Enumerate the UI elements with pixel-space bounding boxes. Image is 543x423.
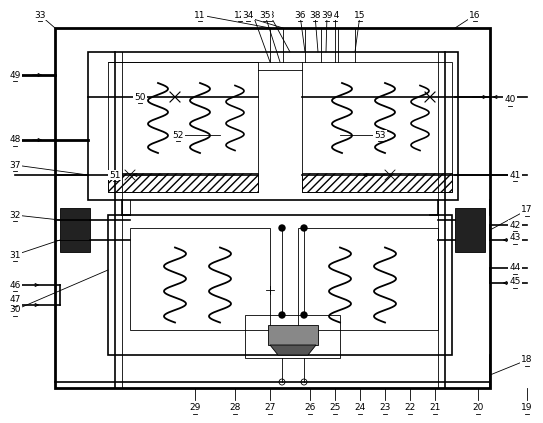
Text: 32: 32	[9, 211, 21, 220]
Bar	[268, 325, 318, 345]
Text: 42: 42	[509, 220, 521, 230]
Text: 19: 19	[521, 404, 533, 412]
Text: 26: 26	[304, 404, 315, 412]
Circle shape	[279, 312, 285, 318]
Text: 40: 40	[504, 96, 516, 104]
Text: 46: 46	[9, 280, 21, 289]
Text: 53: 53	[374, 131, 386, 140]
Text: 11: 11	[194, 11, 206, 19]
Circle shape	[301, 312, 307, 318]
Text: 12: 12	[235, 11, 245, 19]
Text: 51: 51	[109, 170, 121, 179]
Bar	[130, 228, 270, 330]
Text: 50: 50	[134, 93, 146, 102]
Bar	[245, 315, 340, 358]
Text: 20: 20	[472, 404, 484, 412]
Text: 14: 14	[329, 11, 340, 19]
Circle shape	[301, 225, 307, 231]
Bar	[88, 52, 458, 200]
Text: 21: 21	[430, 404, 441, 412]
Text: 29: 29	[190, 404, 201, 412]
Text: 43: 43	[509, 233, 521, 242]
Text: 47: 47	[9, 296, 21, 305]
Text: 38: 38	[310, 11, 321, 19]
Text: 35: 35	[259, 11, 271, 19]
Text: 34: 34	[242, 11, 254, 19]
Text: 27: 27	[264, 404, 276, 412]
Text: 31: 31	[9, 250, 21, 259]
Text: 17: 17	[521, 206, 533, 214]
Text: 37: 37	[9, 160, 21, 170]
Bar	[302, 62, 452, 192]
Bar	[455, 208, 485, 252]
Bar	[298, 228, 438, 330]
Text: 16: 16	[469, 11, 481, 19]
Text: 24: 24	[355, 404, 365, 412]
Text: 52: 52	[172, 131, 184, 140]
Bar	[302, 173, 452, 192]
Bar	[55, 28, 490, 388]
Polygon shape	[270, 345, 316, 355]
Text: 13: 13	[264, 11, 276, 19]
Bar	[108, 62, 258, 192]
Text: 48: 48	[9, 135, 21, 145]
Text: 33: 33	[34, 11, 46, 19]
Text: 45: 45	[509, 277, 521, 286]
Bar	[60, 208, 90, 252]
Text: 39: 39	[321, 11, 333, 19]
Text: 15: 15	[354, 11, 366, 19]
Text: 18: 18	[521, 355, 533, 365]
Text: 49: 49	[9, 71, 21, 80]
Text: 30: 30	[9, 305, 21, 314]
Circle shape	[279, 225, 285, 231]
Text: 22: 22	[405, 404, 415, 412]
Bar	[108, 215, 452, 355]
Text: 28: 28	[229, 404, 241, 412]
Text: 41: 41	[509, 170, 521, 179]
Text: 25: 25	[329, 404, 340, 412]
Text: 36: 36	[294, 11, 306, 19]
Bar	[108, 173, 258, 192]
Text: 44: 44	[509, 264, 521, 272]
Text: 23: 23	[380, 404, 390, 412]
